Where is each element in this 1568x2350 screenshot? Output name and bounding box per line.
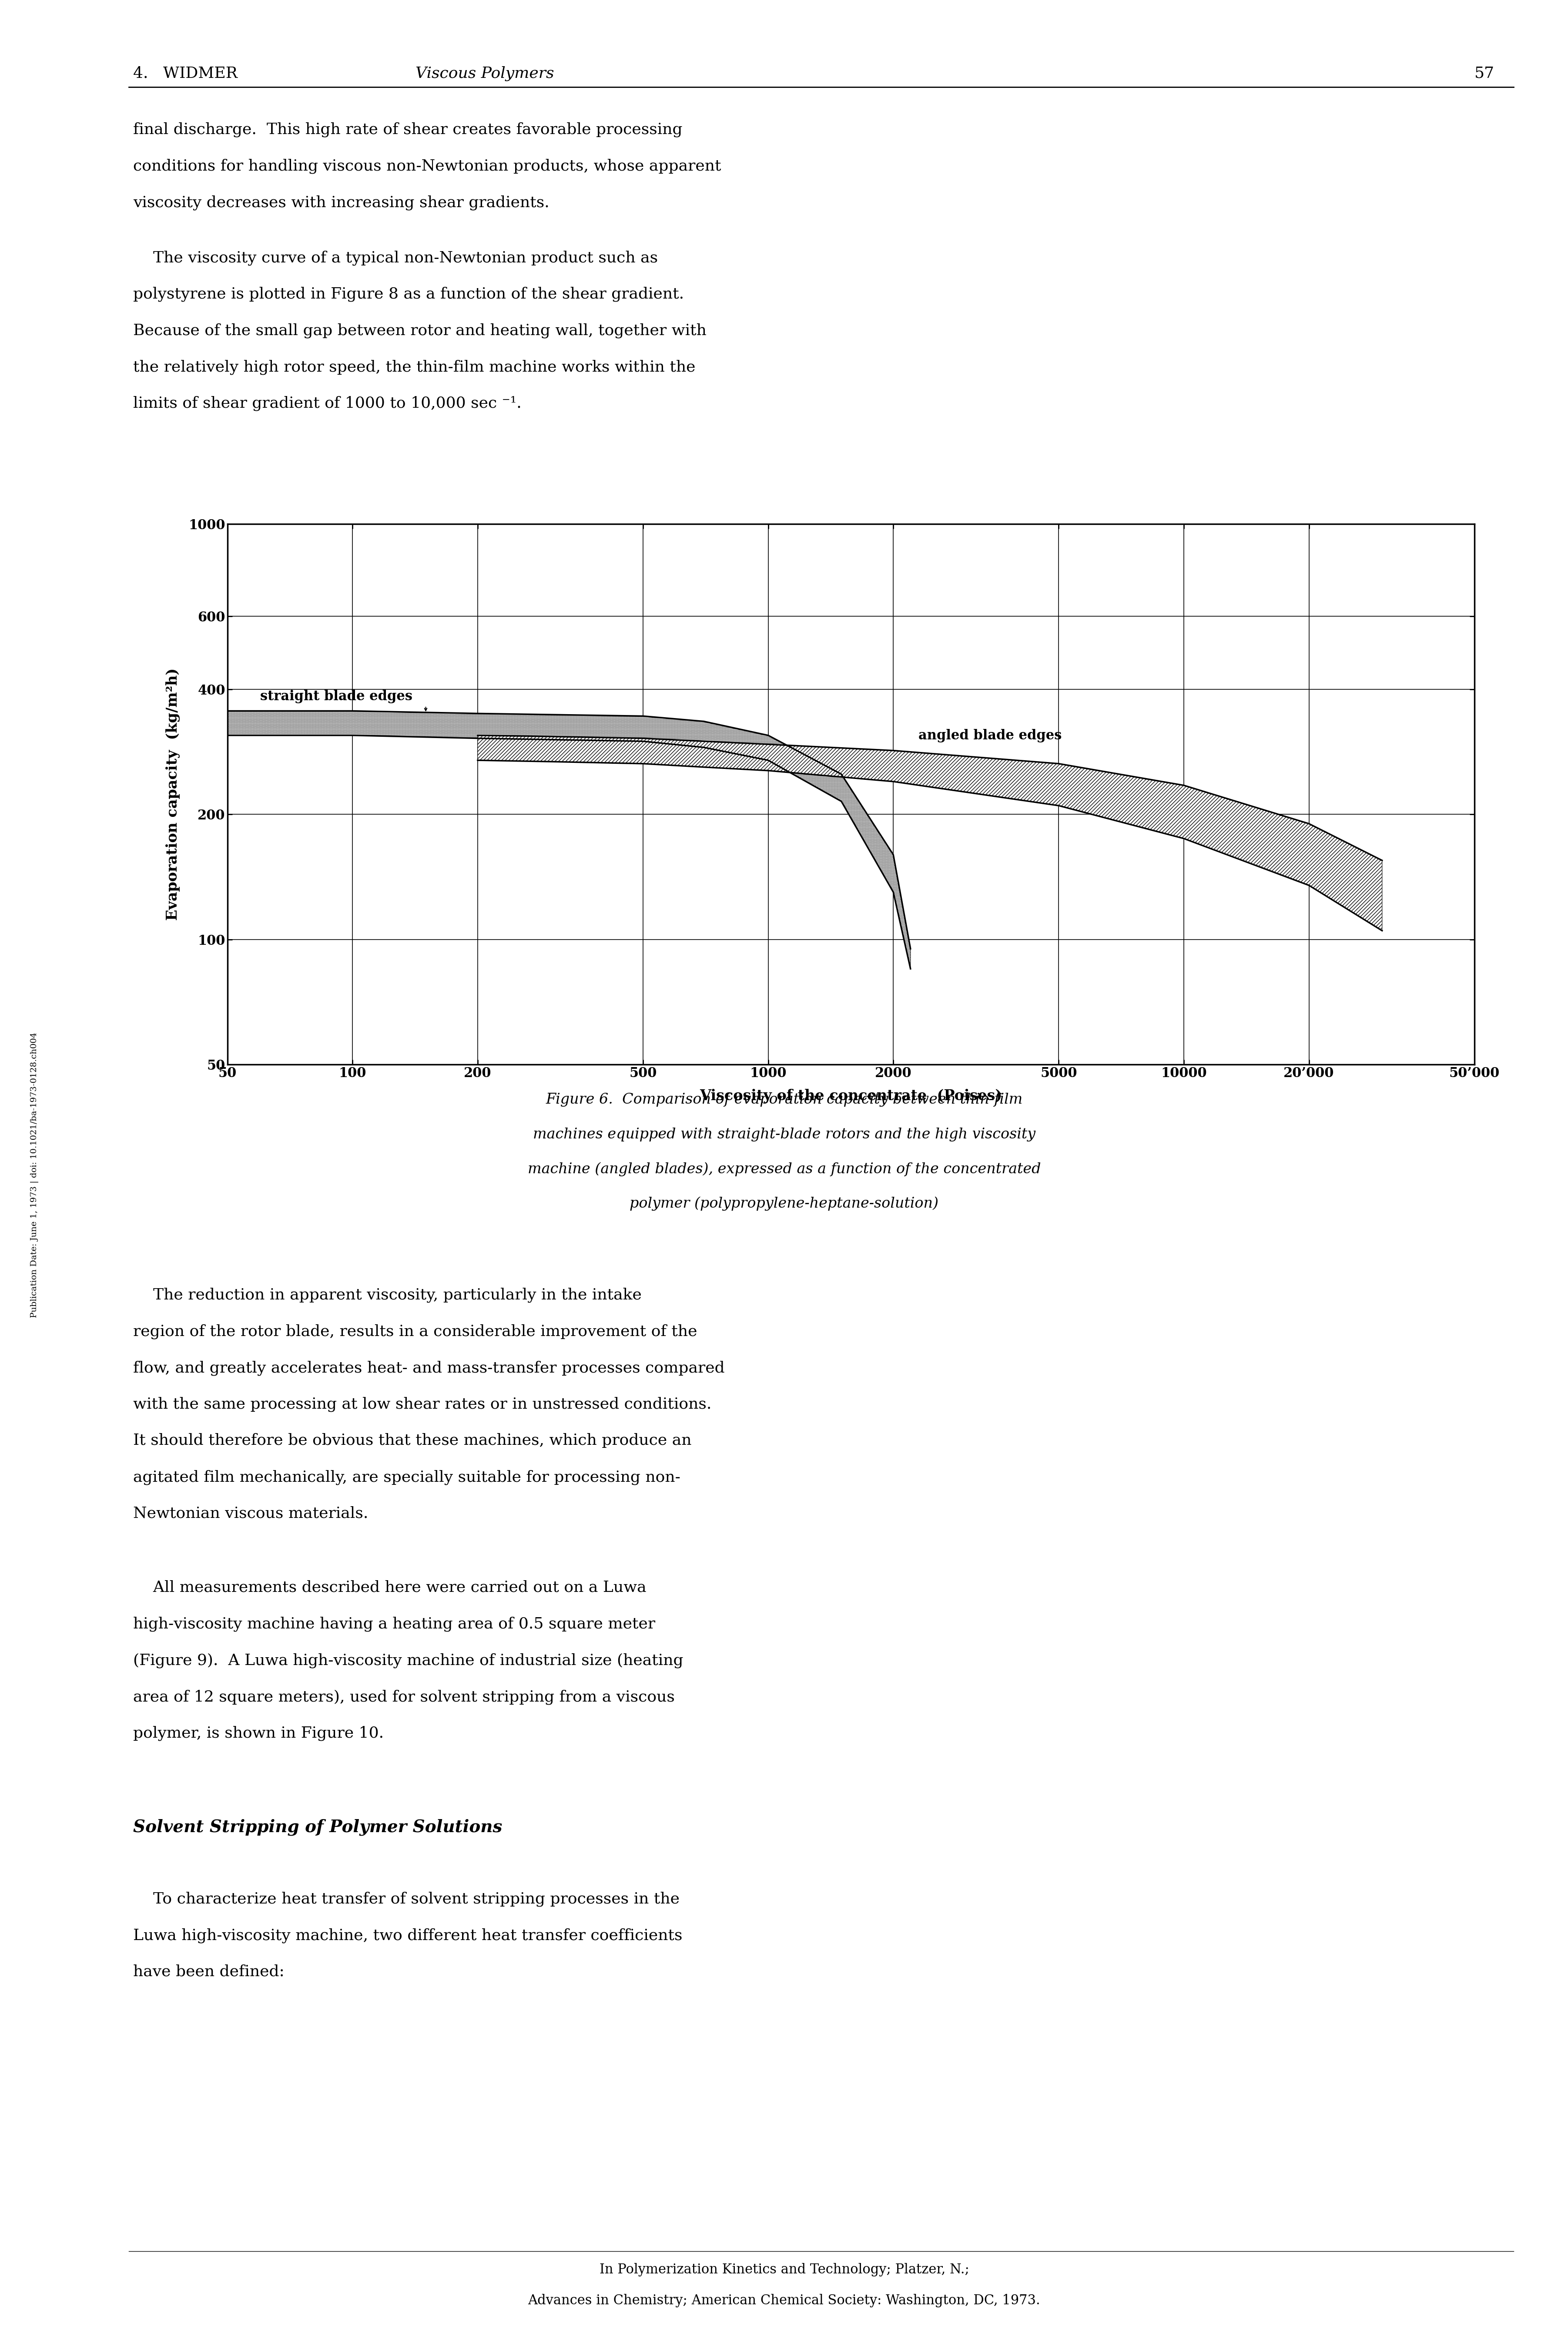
Polygon shape — [227, 712, 911, 968]
Text: Luwa high-viscosity machine, two different heat transfer coefficients: Luwa high-viscosity machine, two differe… — [133, 1927, 682, 1943]
Text: machines equipped with straight-blade rotors and the high viscosity: machines equipped with straight-blade ro… — [533, 1128, 1035, 1142]
Text: All measurements described here were carried out on a Luwa: All measurements described here were car… — [133, 1579, 646, 1596]
Text: To characterize heat transfer of solvent stripping processes in the: To characterize heat transfer of solvent… — [133, 1892, 679, 1906]
Text: have been defined:: have been defined: — [133, 1965, 284, 1979]
Text: angled blade edges: angled blade edges — [919, 728, 1062, 743]
Text: In Polymerization Kinetics and Technology; Platzer, N.;: In Polymerization Kinetics and Technolog… — [599, 2263, 969, 2277]
Text: Viscous Polymers: Viscous Polymers — [416, 66, 554, 80]
Text: conditions for handling viscous non-Newtonian products, whose apparent: conditions for handling viscous non-Newt… — [133, 160, 721, 174]
Text: It should therefore be obvious that these machines, which produce an: It should therefore be obvious that thes… — [133, 1434, 691, 1448]
X-axis label: Viscosity of the concentrate  (Poises): Viscosity of the concentrate (Poises) — [699, 1088, 1002, 1102]
Text: Advances in Chemistry; American Chemical Society: Washington, DC, 1973.: Advances in Chemistry; American Chemical… — [528, 2294, 1040, 2308]
Text: final discharge.  This high rate of shear creates favorable processing: final discharge. This high rate of shear… — [133, 122, 682, 136]
Y-axis label: Evaporation capacity  (kg/m²h): Evaporation capacity (kg/m²h) — [166, 667, 180, 921]
Text: viscosity decreases with increasing shear gradients.: viscosity decreases with increasing shea… — [133, 195, 549, 209]
Text: region of the rotor blade, results in a considerable improvement of the: region of the rotor blade, results in a … — [133, 1323, 698, 1340]
Text: straight blade edges: straight blade edges — [260, 691, 412, 703]
Text: 57: 57 — [1474, 66, 1494, 80]
Text: Figure 6.  Comparison of evaporation capacity between thin-film: Figure 6. Comparison of evaporation capa… — [546, 1093, 1022, 1107]
Polygon shape — [478, 736, 1381, 931]
Text: polymer, is shown in Figure 10.: polymer, is shown in Figure 10. — [133, 1725, 384, 1741]
Text: Solvent Stripping of Polymer Solutions: Solvent Stripping of Polymer Solutions — [133, 1819, 502, 1835]
Text: Publication Date: June 1, 1973 | doi: 10.1021/ba-1973-0128.ch004: Publication Date: June 1, 1973 | doi: 10… — [30, 1032, 39, 1318]
Text: (Figure 9).  A Luwa high-viscosity machine of industrial size (heating: (Figure 9). A Luwa high-viscosity machin… — [133, 1652, 684, 1668]
Text: high-viscosity machine having a heating area of 0.5 square meter: high-viscosity machine having a heating … — [133, 1617, 655, 1631]
Text: The reduction in apparent viscosity, particularly in the intake: The reduction in apparent viscosity, par… — [133, 1288, 641, 1302]
Text: Newtonian viscous materials.: Newtonian viscous materials. — [133, 1506, 368, 1520]
Text: flow, and greatly accelerates heat- and mass-transfer processes compared: flow, and greatly accelerates heat- and … — [133, 1361, 724, 1375]
Text: 4.   WIDMER: 4. WIDMER — [133, 66, 238, 80]
Text: The viscosity curve of a typical non-Newtonian product such as: The viscosity curve of a typical non-New… — [133, 249, 659, 266]
Text: Because of the small gap between rotor and heating wall, together with: Because of the small gap between rotor a… — [133, 322, 707, 338]
Text: with the same processing at low shear rates or in unstressed conditions.: with the same processing at low shear ra… — [133, 1396, 712, 1412]
Text: polymer (polypropylene-heptane-solution): polymer (polypropylene-heptane-solution) — [630, 1196, 938, 1210]
Text: area of 12 square meters), used for solvent stripping from a viscous: area of 12 square meters), used for solv… — [133, 1690, 674, 1704]
Text: the relatively high rotor speed, the thin-film machine works within the: the relatively high rotor speed, the thi… — [133, 360, 696, 374]
Text: agitated film mechanically, are specially suitable for processing non-: agitated film mechanically, are speciall… — [133, 1469, 681, 1485]
Text: polystyrene is plotted in Figure 8 as a function of the shear gradient.: polystyrene is plotted in Figure 8 as a … — [133, 287, 684, 301]
Text: limits of shear gradient of 1000 to 10,000 sec ⁻¹.: limits of shear gradient of 1000 to 10,0… — [133, 395, 522, 411]
Text: machine (angled blades), expressed as a function of the concentrated: machine (angled blades), expressed as a … — [527, 1161, 1041, 1175]
